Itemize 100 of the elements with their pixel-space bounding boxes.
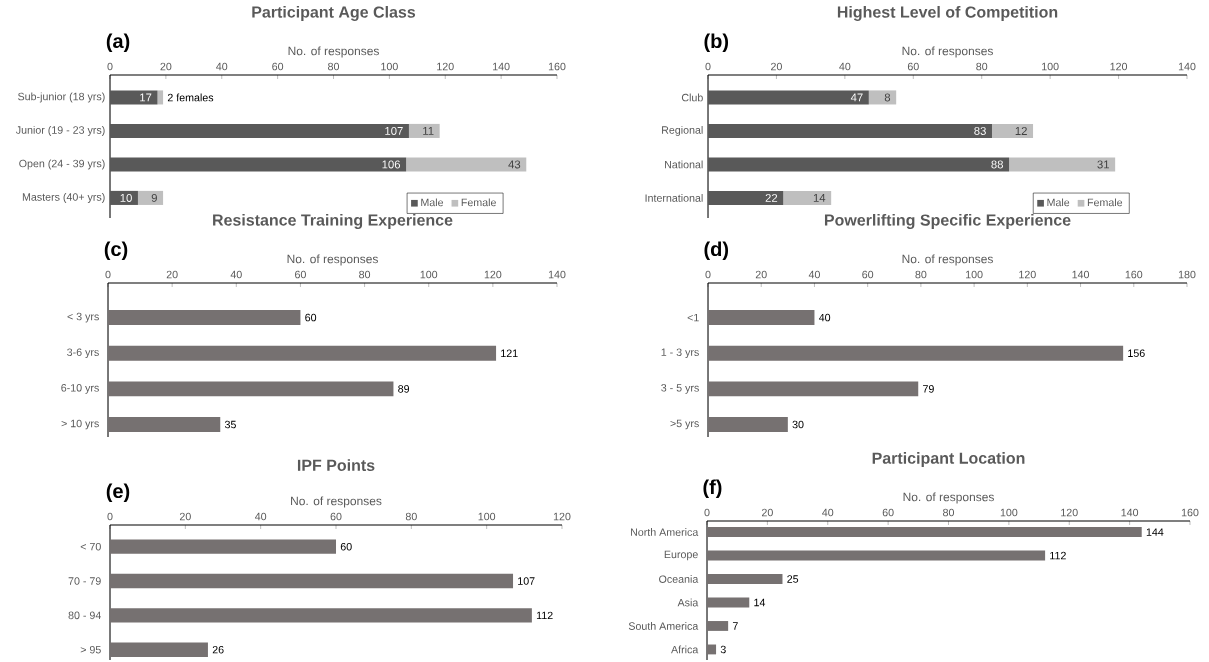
x-tick-label: 120 [484,270,502,279]
chart-title: Participant Age Class [252,5,416,21]
x-tick-label: 20 [160,62,172,71]
y-tick-label: North America [631,528,699,536]
x-tick-label: 60 [272,62,284,71]
x-tick-label: 20 [771,62,782,71]
data-label: 112 [536,611,553,620]
bar [110,190,138,205]
text: (a) [106,33,130,53]
bar [708,190,784,205]
y-tick-label: 70 - 79 [68,577,101,585]
bar [408,123,440,138]
x-tick-label: 40 [839,62,851,71]
chart-title: Powerlifting Specific Experience [824,213,1071,229]
bar [991,123,1034,138]
data-label: 17 [140,93,152,102]
x-tick-label: 60 [862,270,874,279]
text: (f) [703,479,722,499]
bar [708,417,788,433]
x-tick-label: 160 [548,62,566,71]
data-label: 156 [1128,349,1145,358]
x-tick-label: 0 [107,512,113,521]
bar [110,157,407,172]
data-label: 12 [1015,126,1027,135]
data-label: 47 [850,93,863,102]
x-tick-label: 20 [755,270,767,279]
legend-label: Female [1087,198,1123,207]
bar [110,608,532,623]
chart-title: Resistance Training Experience [213,213,453,229]
bar [707,644,717,655]
data-label: 89 [398,385,410,393]
x-tick-label: 60 [330,512,342,521]
x-axis-title: No. of responses [291,496,382,508]
data-label: 121 [501,349,518,357]
data-label: 83 [974,126,986,135]
data-label: 9 [151,193,157,202]
data-label: 88 [991,160,1003,169]
bar [707,527,1142,537]
y-tick-label: Open (24 - 39 yrs) [19,159,105,170]
y-tick-label: South America [628,622,699,630]
x-axis-title: No. of responses [903,492,994,504]
y-tick-label: > 95 [80,645,101,654]
x-tick-label: 20 [166,270,178,279]
x-tick-label: 100 [966,270,983,279]
data-label: 10 [120,193,132,202]
y-tick-label: >5 yrs [670,419,699,430]
bar [108,310,301,326]
x-tick-label: 160 [1125,270,1143,279]
bar [108,417,221,433]
bar [707,621,729,631]
x-tick-label: 120 [437,62,454,71]
x-tick-label: 180 [1178,270,1196,279]
data-label: 3 [720,645,726,654]
x-tick-label: 40 [822,508,834,517]
x-tick-label: 40 [216,62,228,71]
y-tick-label: Africa [671,645,699,654]
y-tick-label: 3 - 5 yrs [661,384,699,394]
x-tick-label: 40 [808,270,820,279]
y-tick-label: Europe [664,550,698,561]
bar [137,190,164,205]
y-tick-label: Club [681,93,703,102]
data-label: 26 [212,645,224,654]
x-tick-label: 100 [381,62,398,71]
x-tick-label: 20 [762,508,773,517]
data-label: 107 [518,577,535,585]
y-tick-label: Junior (19 - 23 yrs) [15,125,105,136]
x-tick-label: 60 [295,270,306,279]
x-tick-label: 80 [915,270,927,279]
y-tick-label: Oceania [659,575,699,583]
data-label: 40 [818,313,831,322]
bar [708,123,992,138]
data-label: 60 [340,542,352,551]
data-label: 11 [423,127,434,135]
text: (e) [106,483,130,503]
x-tick-label: 80 [359,270,371,279]
bar [783,190,832,205]
text: (b) [704,33,729,53]
x-tick-label: 140 [548,270,566,279]
data-label: 2 females [167,93,214,102]
bar [868,90,897,105]
y-tick-label: Regional [662,125,703,136]
x-tick-label: 100 [478,512,496,521]
x-tick-label: 80 [405,512,417,521]
data-label: 7 [732,622,738,630]
data-label: 144 [1146,528,1164,536]
x-tick-label: 140 [1072,270,1090,279]
y-tick-label: < 70 [80,542,101,551]
bar [110,573,514,589]
x-tick-label: 160 [1181,508,1199,517]
data-label: 31 [1097,160,1110,169]
data-label: 30 [792,420,804,429]
x-tick-label: 80 [328,62,340,71]
legend-label: Female [461,198,496,207]
data-label: 22 [765,193,778,202]
y-tick-label: National [665,160,703,169]
x-tick-label: 120 [1019,270,1036,279]
y-tick-label: 3-6 yrs [67,348,99,359]
data-label: 14 [813,194,826,202]
bar [406,157,527,172]
data-label: 35 [224,420,236,429]
